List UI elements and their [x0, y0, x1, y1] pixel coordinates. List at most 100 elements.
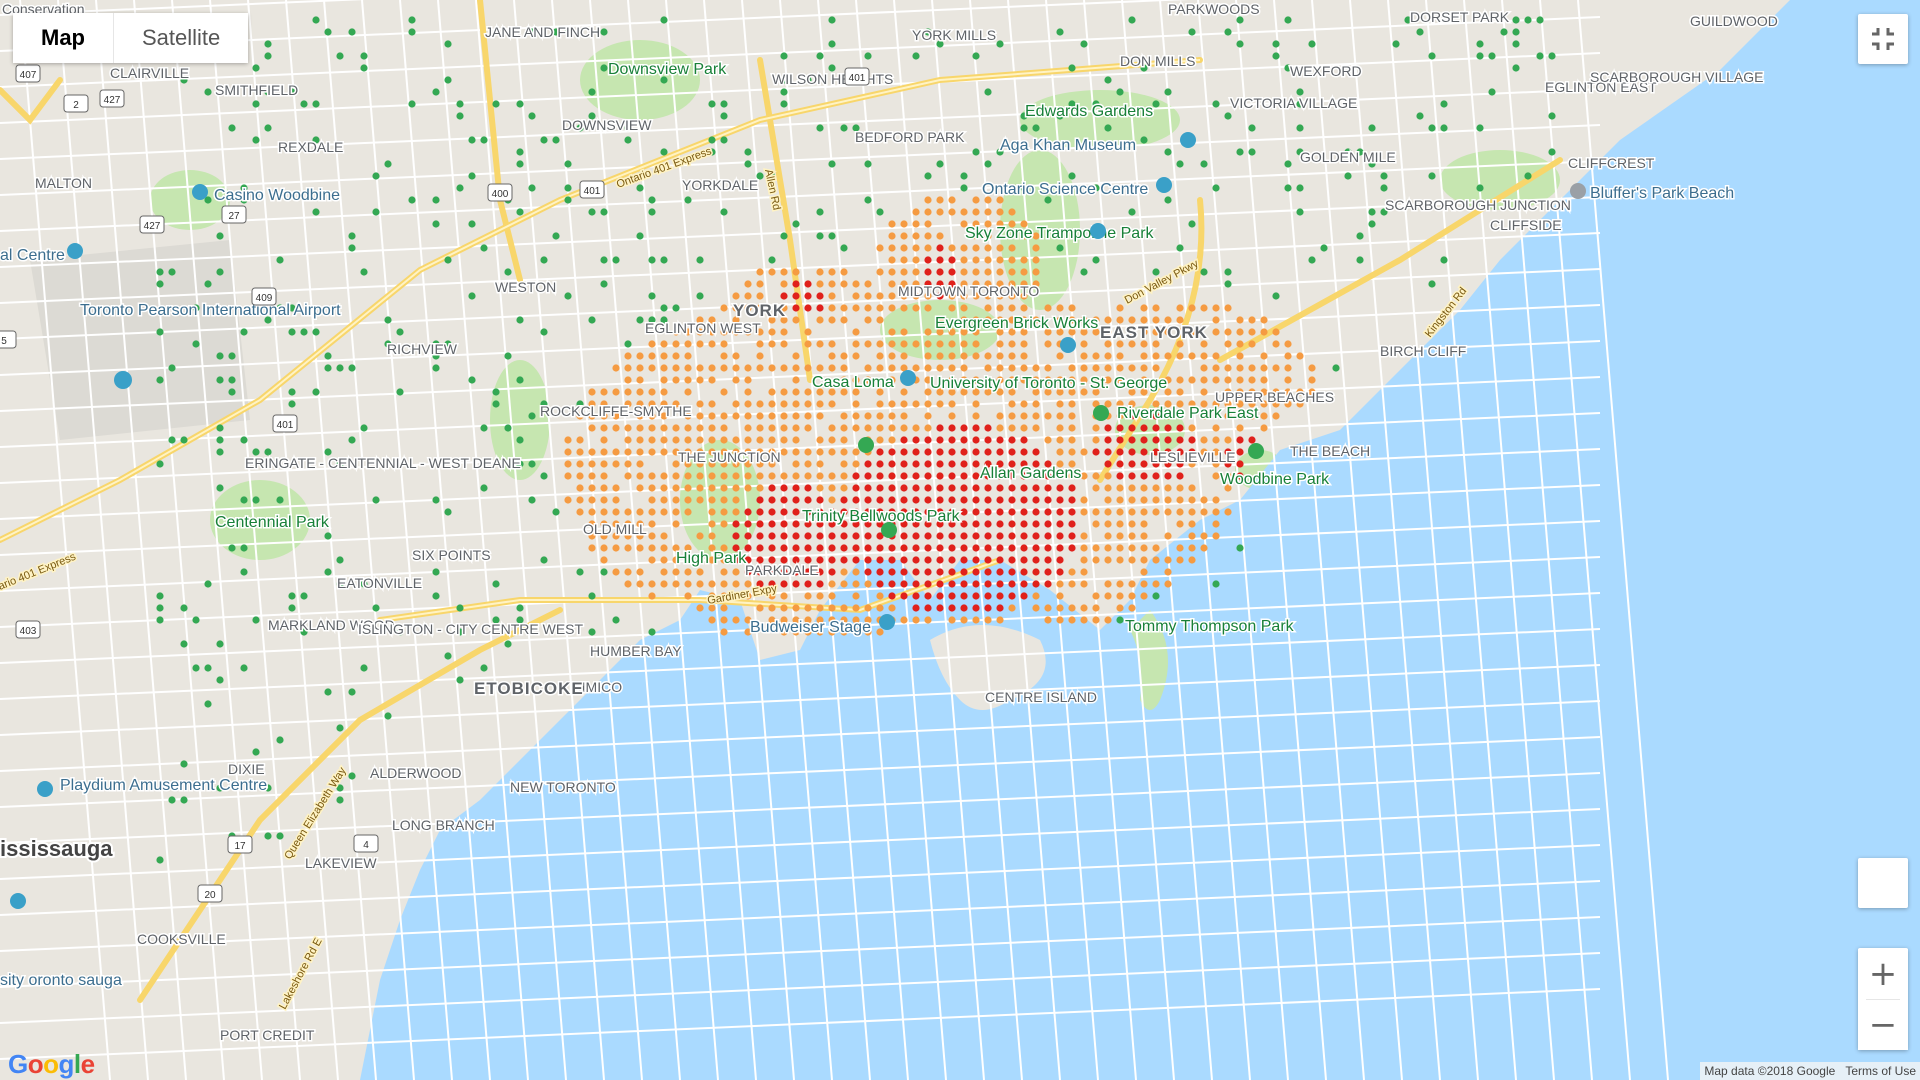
brickworks-pin-icon[interactable]: [1060, 337, 1076, 353]
heatmap-dot: [852, 508, 860, 516]
heatmap-dot: [924, 388, 932, 396]
heatmap-dot: [1056, 580, 1064, 588]
heatmap-dot: [816, 484, 824, 492]
woodbine-pin-icon[interactable]: [1248, 443, 1264, 459]
heatmap-dot: [672, 304, 680, 312]
heatmap-dot: [1128, 364, 1136, 372]
centre-pin-icon[interactable]: [67, 243, 83, 259]
heatmap-dot: [732, 532, 740, 540]
label-markland-wood: MARKLAND WOOD: [268, 617, 395, 633]
terms-of-use-link[interactable]: Terms of Use: [1845, 1064, 1916, 1078]
heatmap-dot: [984, 364, 992, 372]
fullscreen-button[interactable]: [1858, 14, 1908, 64]
airport-pin-icon[interactable]: [114, 371, 132, 389]
label-rockcliffe: ROCKCLIFFE-SMYTHE: [540, 403, 692, 419]
casaloma-pin-icon[interactable]: [900, 370, 916, 386]
street: [1501, 0, 1593, 1080]
heatmap-dot: [504, 640, 512, 648]
bluffers-pin-icon[interactable]: [1570, 183, 1586, 199]
budweiser-pin-icon[interactable]: [879, 614, 895, 630]
heatmap-dot: [600, 556, 608, 564]
heatmap-dot: [456, 604, 464, 612]
heatmap-dot: [1032, 400, 1040, 408]
heatmap-dot: [828, 388, 836, 396]
heatmap-dot: [876, 592, 884, 600]
heatmap-dot: [1092, 556, 1100, 564]
zoom-out-button[interactable]: −: [1858, 999, 1908, 1050]
heatmap-dot: [1296, 148, 1304, 156]
heatmap-dot: [444, 508, 452, 516]
street-view-button[interactable]: [1858, 858, 1908, 908]
heatmap-dot: [432, 592, 440, 600]
zoom-in-button[interactable]: +: [1858, 948, 1908, 999]
heatmap-dot: [708, 316, 716, 324]
heatmap-dot: [1032, 544, 1040, 552]
casino-pin-icon[interactable]: [192, 184, 208, 200]
heatmap-dot: [816, 316, 824, 324]
heatmap-dot: [996, 328, 1004, 336]
heatmap-dot: [936, 424, 944, 432]
heatmap-dot: [864, 280, 872, 288]
heatmap-dot: [636, 568, 644, 576]
heatmap-dot: [1044, 544, 1052, 552]
heatmap-dot: [1008, 316, 1016, 324]
heatmap-dot: [684, 352, 692, 360]
heatmap-dot: [360, 268, 368, 276]
poi-pins[interactable]: [10, 132, 1586, 909]
heatmap-dot: [1140, 592, 1148, 600]
heatmap-dot: [720, 472, 728, 480]
heatmap-dot: [972, 208, 980, 216]
heatmap-dot: [624, 124, 632, 132]
heatmap-dot: [864, 616, 872, 624]
heatmap-dot: [1068, 412, 1076, 420]
heatmap-dot: [648, 388, 656, 396]
heatmap-dot: [900, 244, 908, 252]
google-logo-letter: o: [27, 1049, 44, 1079]
heatmap-dot: [588, 388, 596, 396]
heatmap-dot: [1092, 508, 1100, 516]
heatmap-dot: [1128, 472, 1136, 480]
uoftm-pin-icon[interactable]: [10, 893, 26, 909]
heatmap-dot: [828, 604, 836, 612]
heatmap-dot: [684, 508, 692, 516]
heatmap-dot: [480, 136, 488, 144]
heatmap-dot: [948, 556, 956, 564]
heatmap-dot: [1212, 436, 1220, 444]
playdium-pin-icon[interactable]: [37, 781, 53, 797]
google-logo-letter: g: [58, 1049, 75, 1079]
heatmap-dot: [216, 484, 224, 492]
heatmap-dot: [720, 484, 728, 492]
heatmap-dot: [948, 592, 956, 600]
map-type-satellite-button[interactable]: Satellite: [114, 13, 249, 63]
heatmap-dot: [276, 832, 284, 840]
heatmap-dot: [972, 580, 980, 588]
park-pin-icon[interactable]: [858, 437, 874, 453]
trinity-pin-icon[interactable]: [881, 522, 897, 538]
google-logo[interactable]: Google: [8, 1049, 95, 1080]
heatmap-dot: [1200, 376, 1208, 384]
map-type-map-button[interactable]: Map: [13, 13, 113, 63]
heatmap-dot: [924, 520, 932, 528]
heatmap-dot: [1152, 268, 1160, 276]
heatmap-dot: [912, 616, 920, 624]
label-eglinton-east: EGLINTON EAST: [1545, 79, 1657, 95]
heatmap-dot: [756, 292, 764, 300]
heatmap-dot: [900, 400, 908, 408]
heatmap-dot: [1104, 520, 1112, 528]
heatmap-dot: [564, 436, 572, 444]
heatmap-dot: [1428, 124, 1436, 132]
heatmap-dot: [900, 544, 908, 552]
museum-pin-icon[interactable]: [1180, 132, 1196, 148]
riverdale-pin-icon[interactable]: [1093, 405, 1109, 421]
heatmap-dot: [336, 556, 344, 564]
heatmap-dot: [924, 208, 932, 216]
heatmap-dot: [720, 352, 728, 360]
heatmap-dot: [972, 400, 980, 408]
heatmap-dot: [792, 484, 800, 492]
heatmap-dot: [600, 568, 608, 576]
skyzone-pin-icon[interactable]: [1090, 223, 1106, 239]
science-pin-icon[interactable]: [1156, 177, 1172, 193]
heatmap-dot: [576, 460, 584, 468]
heatmap-dot: [924, 232, 932, 240]
